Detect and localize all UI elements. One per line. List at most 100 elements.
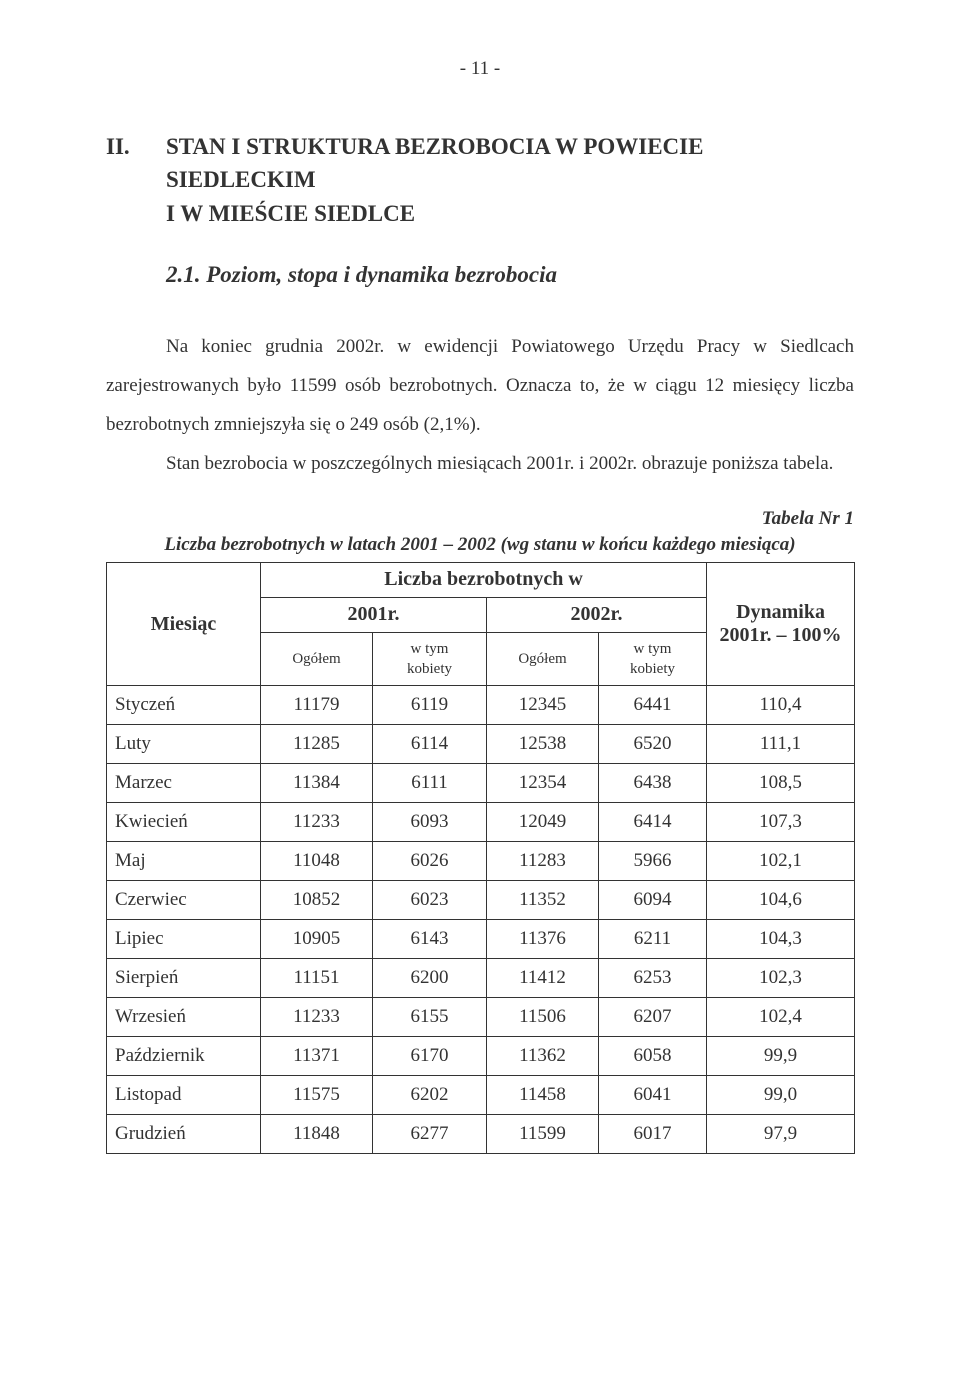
- cell-month: Listopad: [107, 1076, 261, 1115]
- paragraph-2a: Stan bezrobocia w poszczególnych miesiąc…: [166, 453, 707, 474]
- table-row: Wrzesień 11233 6155 11506 6207 102,4: [107, 998, 855, 1037]
- cell-2001-ogolem: 11285: [261, 725, 373, 764]
- page-number: - 11 -: [106, 58, 854, 80]
- th-dynamika-l1: Dynamika: [707, 601, 854, 624]
- cell-2002-kobiety: 6441: [599, 686, 707, 725]
- table-row: Listopad 11575 6202 11458 6041 99,0: [107, 1076, 855, 1115]
- heading-title: STAN I STRUKTURA BEZROBOCIA W POWIECIE S…: [166, 130, 854, 230]
- cell-month: Czerwiec: [107, 881, 261, 920]
- table-label: Tabela Nr 1: [106, 508, 854, 530]
- cell-2002-kobiety: 6211: [599, 920, 707, 959]
- cell-dynamika: 107,3: [707, 803, 855, 842]
- th-2001: 2001r.: [261, 597, 487, 632]
- th-2001-wtym-l1: w tym: [373, 639, 486, 659]
- cell-month: Wrzesień: [107, 998, 261, 1037]
- table-body: Styczeń 11179 6119 12345 6441 110,4 Luty…: [107, 686, 855, 1154]
- cell-2001-ogolem: 11575: [261, 1076, 373, 1115]
- cell-2002-kobiety: 6207: [599, 998, 707, 1037]
- cell-month: Maj: [107, 842, 261, 881]
- cell-2002-ogolem: 11352: [487, 881, 599, 920]
- table-caption: Liczba bezrobotnych w latach 2001 – 2002…: [106, 534, 854, 556]
- table-row: Maj 11048 6026 11283 5966 102,1: [107, 842, 855, 881]
- cell-2002-ogolem: 12345: [487, 686, 599, 725]
- cell-month: Styczeń: [107, 686, 261, 725]
- th-2002: 2002r.: [487, 597, 707, 632]
- cell-dynamika: 104,3: [707, 920, 855, 959]
- cell-2002-ogolem: 11412: [487, 959, 599, 998]
- cell-2001-kobiety: 6114: [373, 725, 487, 764]
- unemployment-table: Miesiąc Liczba bezrobotnych w Dynamika 2…: [106, 562, 855, 1155]
- cell-2001-ogolem: 11371: [261, 1037, 373, 1076]
- cell-dynamika: 110,4: [707, 686, 855, 725]
- heading-line2: I W MIEŚCIE SIEDLCE: [166, 197, 854, 230]
- cell-2002-ogolem: 11458: [487, 1076, 599, 1115]
- paragraph-1a: Na koniec grudnia 2002r. w ewidencji Pow…: [166, 336, 854, 357]
- th-dynamika-l2: 2001r. – 100%: [707, 624, 854, 647]
- table-row: Lipiec 10905 6143 11376 6211 104,3: [107, 920, 855, 959]
- th-2002-wtym: w tym kobiety: [599, 632, 707, 686]
- cell-2001-ogolem: 11848: [261, 1115, 373, 1154]
- cell-2002-ogolem: 11376: [487, 920, 599, 959]
- paragraph-2: Stan bezrobocia w poszczególnych miesiąc…: [106, 445, 854, 484]
- th-month: Miesiąc: [107, 562, 261, 686]
- cell-2002-ogolem: 12538: [487, 725, 599, 764]
- cell-2001-ogolem: 10905: [261, 920, 373, 959]
- cell-2001-ogolem: 10852: [261, 881, 373, 920]
- cell-2001-kobiety: 6155: [373, 998, 487, 1037]
- cell-2002-ogolem: 11599: [487, 1115, 599, 1154]
- cell-2002-ogolem: 11362: [487, 1037, 599, 1076]
- cell-month: Lipiec: [107, 920, 261, 959]
- cell-2001-kobiety: 6143: [373, 920, 487, 959]
- cell-2002-kobiety: 6017: [599, 1115, 707, 1154]
- th-group-top: Liczba bezrobotnych w: [261, 562, 707, 597]
- cell-dynamika: 99,0: [707, 1076, 855, 1115]
- cell-2001-kobiety: 6170: [373, 1037, 487, 1076]
- cell-dynamika: 111,1: [707, 725, 855, 764]
- th-2001-wtym-l2: kobiety: [373, 659, 486, 679]
- cell-2001-ogolem: 11048: [261, 842, 373, 881]
- cell-2002-kobiety: 6058: [599, 1037, 707, 1076]
- cell-dynamika: 102,3: [707, 959, 855, 998]
- table-row: Grudzień 11848 6277 11599 6017 97,9: [107, 1115, 855, 1154]
- table-row: Marzec 11384 6111 12354 6438 108,5: [107, 764, 855, 803]
- cell-2002-ogolem: 12049: [487, 803, 599, 842]
- table-row: Luty 11285 6114 12538 6520 111,1: [107, 725, 855, 764]
- cell-dynamika: 97,9: [707, 1115, 855, 1154]
- cell-month: Październik: [107, 1037, 261, 1076]
- cell-2002-ogolem: 11506: [487, 998, 599, 1037]
- cell-2001-kobiety: 6277: [373, 1115, 487, 1154]
- cell-2002-kobiety: 6041: [599, 1076, 707, 1115]
- cell-2002-ogolem: 11283: [487, 842, 599, 881]
- paragraph-2b: poniższa tabela.: [712, 453, 833, 474]
- table-row: Kwiecień 11233 6093 12049 6414 107,3: [107, 803, 855, 842]
- th-2002-wtym-l2: kobiety: [599, 659, 706, 679]
- cell-2001-kobiety: 6093: [373, 803, 487, 842]
- cell-2002-ogolem: 12354: [487, 764, 599, 803]
- table-row: Październik 11371 6170 11362 6058 99,9: [107, 1037, 855, 1076]
- cell-month: Sierpień: [107, 959, 261, 998]
- cell-month: Marzec: [107, 764, 261, 803]
- th-2001-ogolem: Ogółem: [261, 632, 373, 686]
- cell-2001-kobiety: 6023: [373, 881, 487, 920]
- cell-2001-kobiety: 6119: [373, 686, 487, 725]
- cell-dynamika: 104,6: [707, 881, 855, 920]
- cell-2001-kobiety: 6200: [373, 959, 487, 998]
- subsection-heading: 2.1. Poziom, stopa i dynamika bezrobocia: [106, 262, 854, 288]
- cell-2001-ogolem: 11179: [261, 686, 373, 725]
- cell-2002-kobiety: 6520: [599, 725, 707, 764]
- cell-dynamika: 102,4: [707, 998, 855, 1037]
- cell-2001-ogolem: 11233: [261, 998, 373, 1037]
- table-row: Styczeń 11179 6119 12345 6441 110,4: [107, 686, 855, 725]
- table-row: Sierpień 11151 6200 11412 6253 102,3: [107, 959, 855, 998]
- cell-2001-ogolem: 11233: [261, 803, 373, 842]
- paragraph-1: Na koniec grudnia 2002r. w ewidencji Pow…: [106, 328, 854, 445]
- paragraph-1b: zarejestrowanych było 11599 osób bezrobo…: [106, 375, 854, 435]
- page: - 11 - II. STAN I STRUKTURA BEZROBOCIA W…: [0, 0, 960, 1393]
- cell-2002-kobiety: 5966: [599, 842, 707, 881]
- heading-line1: STAN I STRUKTURA BEZROBOCIA W POWIECIE S…: [166, 130, 854, 197]
- cell-2002-kobiety: 6094: [599, 881, 707, 920]
- cell-dynamika: 108,5: [707, 764, 855, 803]
- th-2001-wtym: w tym kobiety: [373, 632, 487, 686]
- cell-2002-kobiety: 6253: [599, 959, 707, 998]
- cell-2002-kobiety: 6414: [599, 803, 707, 842]
